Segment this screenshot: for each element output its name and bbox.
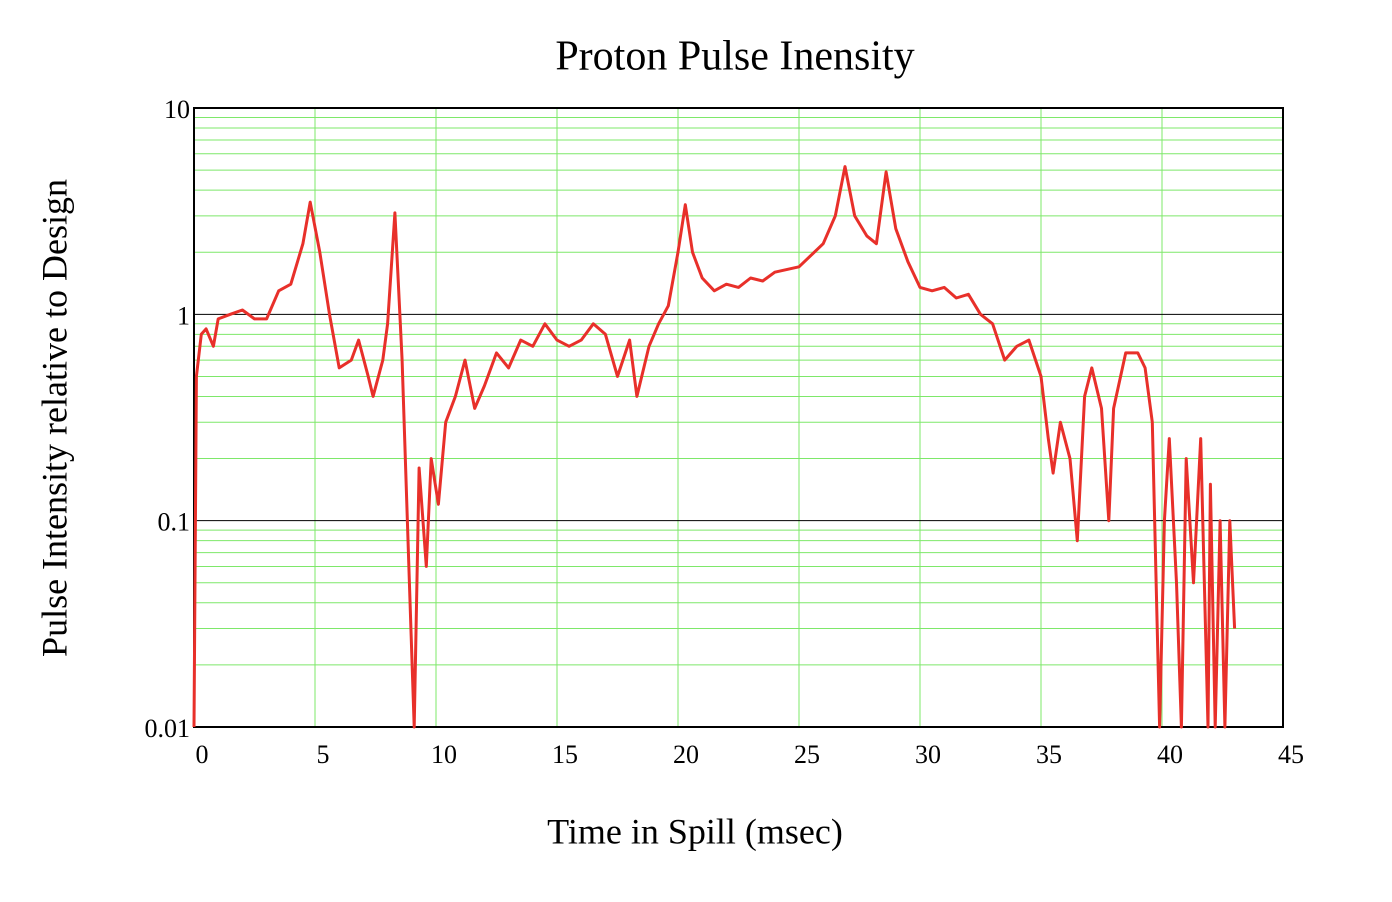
plot-frame	[193, 107, 1284, 728]
x-tick-label: 15	[552, 740, 578, 769]
y-tick-label: 0.1	[158, 508, 191, 537]
x-tick-label: 25	[794, 740, 820, 769]
y-tick-label: 10	[164, 95, 190, 124]
x-tick-label: 20	[673, 740, 699, 769]
x-tick-label: 30	[915, 740, 941, 769]
y-tick-label: 1	[177, 301, 190, 330]
x-axis-label: Time in Spill (msec)	[547, 811, 843, 851]
y-axis-label: Pulse Intensity relative to Design	[34, 179, 74, 657]
x-tick-label: 45	[1278, 740, 1304, 769]
chart-title: Proton Pulse Inensity	[555, 34, 914, 80]
x-tick-label: 40	[1157, 740, 1183, 769]
x-tick-label: 35	[1036, 740, 1062, 769]
data-line	[192, 165, 1237, 729]
x-tick-label: 5	[317, 740, 330, 769]
x-tick-label: 0	[196, 740, 209, 769]
x-tick-label: 10	[431, 740, 457, 769]
y-tick-label: 0.01	[145, 714, 191, 743]
